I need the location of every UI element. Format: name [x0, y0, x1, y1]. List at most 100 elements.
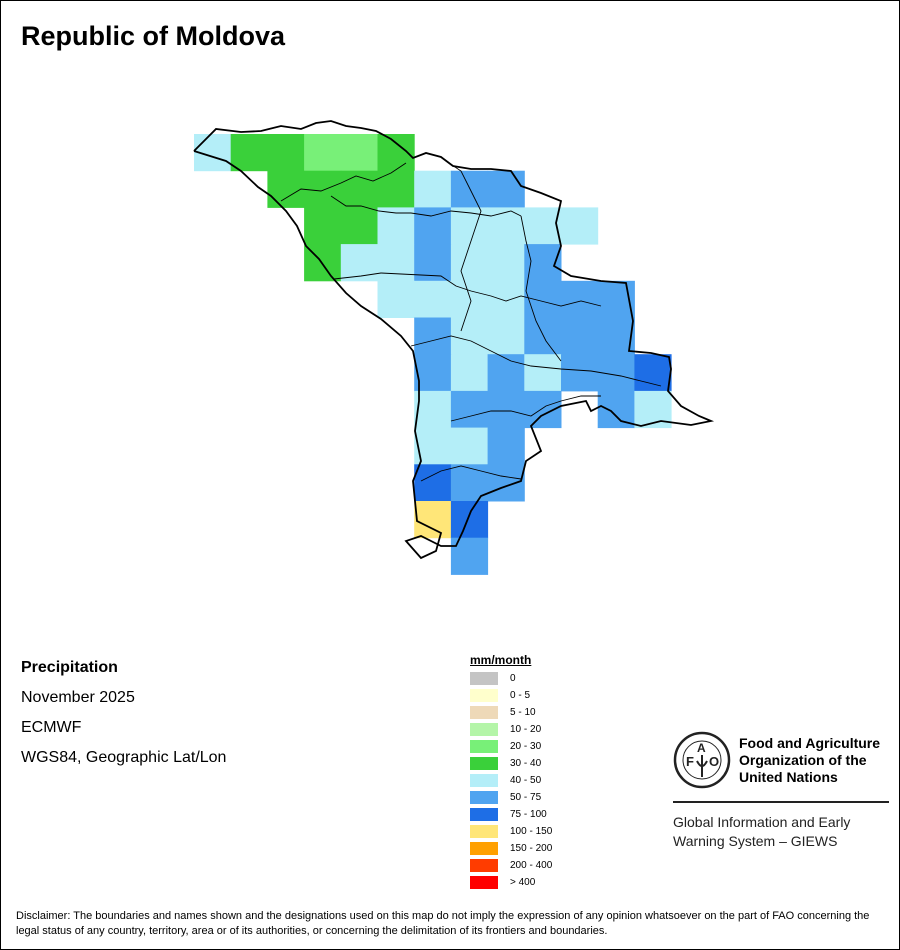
district-border — [450, 395, 601, 422]
grid-cell — [524, 354, 562, 392]
legend-label: 50 - 75 — [510, 792, 542, 803]
grid-cell — [414, 170, 452, 208]
grid-cell — [267, 170, 305, 208]
legend-swatch — [470, 672, 498, 685]
grid-cell — [304, 134, 342, 172]
grid-cell — [561, 317, 599, 355]
svg-text:A: A — [697, 741, 706, 755]
variable-label: Precipitation — [21, 659, 118, 676]
legend-label: 5 - 10 — [510, 707, 536, 718]
grid-cell — [450, 354, 489, 392]
legend-item: 75 - 100 — [470, 806, 552, 823]
legend: mm/month 0 0 - 5 5 - 10 10 - 20 20 - 30 30 - … — [470, 653, 552, 891]
grid-cell — [561, 354, 599, 392]
grid-cell — [487, 280, 525, 318]
legend-item: 0 — [470, 670, 552, 687]
legend-swatch — [470, 876, 498, 889]
source-label: ECMWF — [21, 719, 82, 736]
grid-cell — [377, 170, 415, 208]
legend-swatch — [470, 740, 498, 753]
legend-swatch — [470, 689, 498, 702]
district-border — [410, 335, 662, 387]
period-label: November 2025 — [21, 689, 135, 706]
grid-cell — [450, 427, 489, 465]
legend-label: 0 - 5 — [510, 690, 531, 701]
grid-cell — [450, 170, 489, 208]
grid-cell — [414, 390, 452, 429]
legend-swatch — [470, 757, 498, 770]
grid-cell — [450, 317, 489, 355]
fao-name-line: Food and Agriculture — [739, 735, 881, 751]
grid-cell — [340, 207, 378, 245]
legend-label: 40 - 50 — [510, 775, 542, 786]
grid-cell — [450, 244, 489, 282]
grid-cell — [340, 244, 378, 282]
grid-cell — [524, 280, 562, 318]
grid-cell — [377, 244, 415, 282]
legend-label: 75 - 100 — [510, 809, 547, 820]
grid-cell — [524, 207, 562, 245]
grid-cell — [414, 280, 452, 318]
grid-cell — [524, 317, 562, 355]
legend-item: > 400 — [470, 874, 552, 891]
svg-text:F: F — [686, 754, 694, 769]
grid-cell — [487, 464, 525, 502]
legend-swatch — [470, 774, 498, 787]
legend-item: 5 - 10 — [470, 704, 552, 721]
svg-text:O: O — [709, 754, 719, 769]
legend-item: 50 - 75 — [470, 789, 552, 806]
district-border — [280, 162, 407, 202]
legend-label: 100 - 150 — [510, 826, 553, 837]
legend-swatch — [470, 706, 498, 719]
grid-cell — [450, 280, 489, 318]
grid-cell — [377, 280, 415, 318]
grid-cell — [340, 170, 378, 208]
legend-item: 40 - 50 — [470, 772, 552, 789]
legend-item: 20 - 30 — [470, 738, 552, 755]
grid-cell — [487, 207, 525, 245]
precipitation-grid — [194, 134, 672, 575]
legend-title: mm/month — [470, 653, 532, 667]
legend-label: 200 - 400 — [510, 860, 553, 871]
district-border — [330, 195, 522, 217]
grid-cell — [450, 501, 489, 539]
disclaimer: Disclaimer: The boundaries and names sho… — [16, 910, 870, 937]
grid-cell — [450, 390, 489, 429]
legend-swatch — [470, 842, 498, 855]
grid-cell — [634, 354, 672, 392]
legend-swatch — [470, 808, 498, 821]
grid-cell — [340, 134, 378, 172]
legend-swatch — [470, 859, 498, 872]
grid-cell — [414, 354, 452, 392]
legend-swatch — [470, 723, 498, 736]
grid-cell — [597, 390, 635, 429]
grid-cell — [414, 317, 452, 355]
legend-item: 0 - 5 — [470, 687, 552, 704]
legend-swatch — [470, 791, 498, 804]
legend-label: > 400 — [510, 877, 536, 888]
fao-name-line: Organization of the — [739, 752, 867, 768]
legend-item: 30 - 40 — [470, 755, 552, 772]
legend-item: 100 - 150 — [470, 823, 552, 840]
legend-item: 150 - 200 — [470, 840, 552, 857]
legend-label: 30 - 40 — [510, 758, 542, 769]
grid-cell — [487, 427, 525, 465]
legend-swatch — [470, 825, 498, 838]
giews-line: Global Information and Early — [673, 814, 851, 830]
legend-label: 0 — [510, 673, 516, 684]
grid-cell — [304, 170, 342, 208]
grid-cell — [304, 207, 342, 245]
grid-cell — [487, 317, 525, 355]
fao-name-line: United Nations — [739, 769, 838, 785]
country-border — [193, 120, 715, 560]
grid-cell — [414, 207, 452, 245]
district-border — [520, 215, 562, 362]
giews-line: Warning System – GIEWS — [673, 833, 838, 849]
grid-cell — [487, 390, 525, 429]
grid-cell — [230, 134, 268, 172]
legend-item: 10 - 20 — [470, 721, 552, 738]
legend-label: 20 - 30 — [510, 741, 542, 752]
giews-name: Global Information and Early Warning Sys… — [673, 813, 889, 851]
grid-cell — [561, 280, 599, 318]
